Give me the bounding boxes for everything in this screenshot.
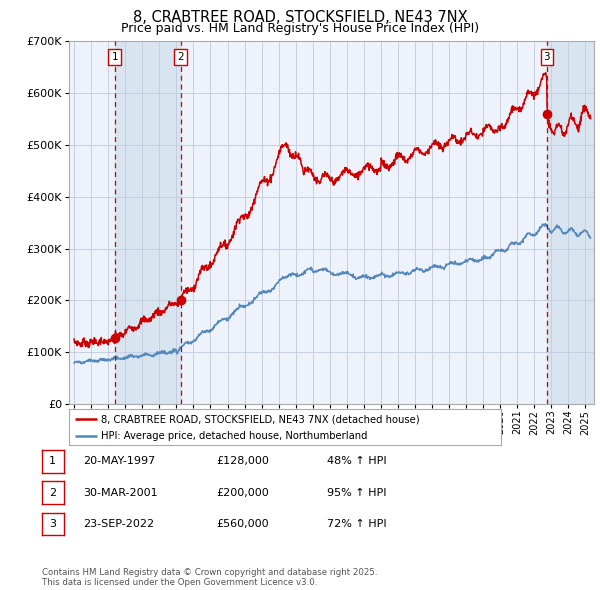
Text: £200,000: £200,000: [216, 488, 269, 497]
Text: 1: 1: [112, 52, 118, 62]
Text: £560,000: £560,000: [216, 519, 269, 529]
Text: 2: 2: [178, 52, 184, 62]
Text: 1: 1: [49, 457, 56, 466]
Bar: [115, 41, 181, 404]
Text: 8, CRABTREE ROAD, STOCKSFIELD, NE43 7NX: 8, CRABTREE ROAD, STOCKSFIELD, NE43 7NX: [133, 10, 467, 25]
Bar: [547, 41, 594, 404]
Text: 30-MAR-2001: 30-MAR-2001: [83, 488, 157, 497]
Text: 95% ↑ HPI: 95% ↑ HPI: [327, 488, 386, 497]
Text: Contains HM Land Registry data © Crown copyright and database right 2025.
This d: Contains HM Land Registry data © Crown c…: [42, 568, 377, 587]
Text: 20-MAY-1997: 20-MAY-1997: [83, 457, 155, 466]
Text: 72% ↑ HPI: 72% ↑ HPI: [327, 519, 386, 529]
Text: 2: 2: [49, 488, 56, 497]
Text: 3: 3: [49, 519, 56, 529]
Text: 48% ↑ HPI: 48% ↑ HPI: [327, 457, 386, 466]
Text: Price paid vs. HM Land Registry's House Price Index (HPI): Price paid vs. HM Land Registry's House …: [121, 22, 479, 35]
Text: HPI: Average price, detached house, Northumberland: HPI: Average price, detached house, Nort…: [101, 431, 368, 441]
Text: £128,000: £128,000: [216, 457, 269, 466]
Text: 8, CRABTREE ROAD, STOCKSFIELD, NE43 7NX (detached house): 8, CRABTREE ROAD, STOCKSFIELD, NE43 7NX …: [101, 414, 420, 424]
Text: 3: 3: [544, 52, 550, 62]
Text: 23-SEP-2022: 23-SEP-2022: [83, 519, 154, 529]
